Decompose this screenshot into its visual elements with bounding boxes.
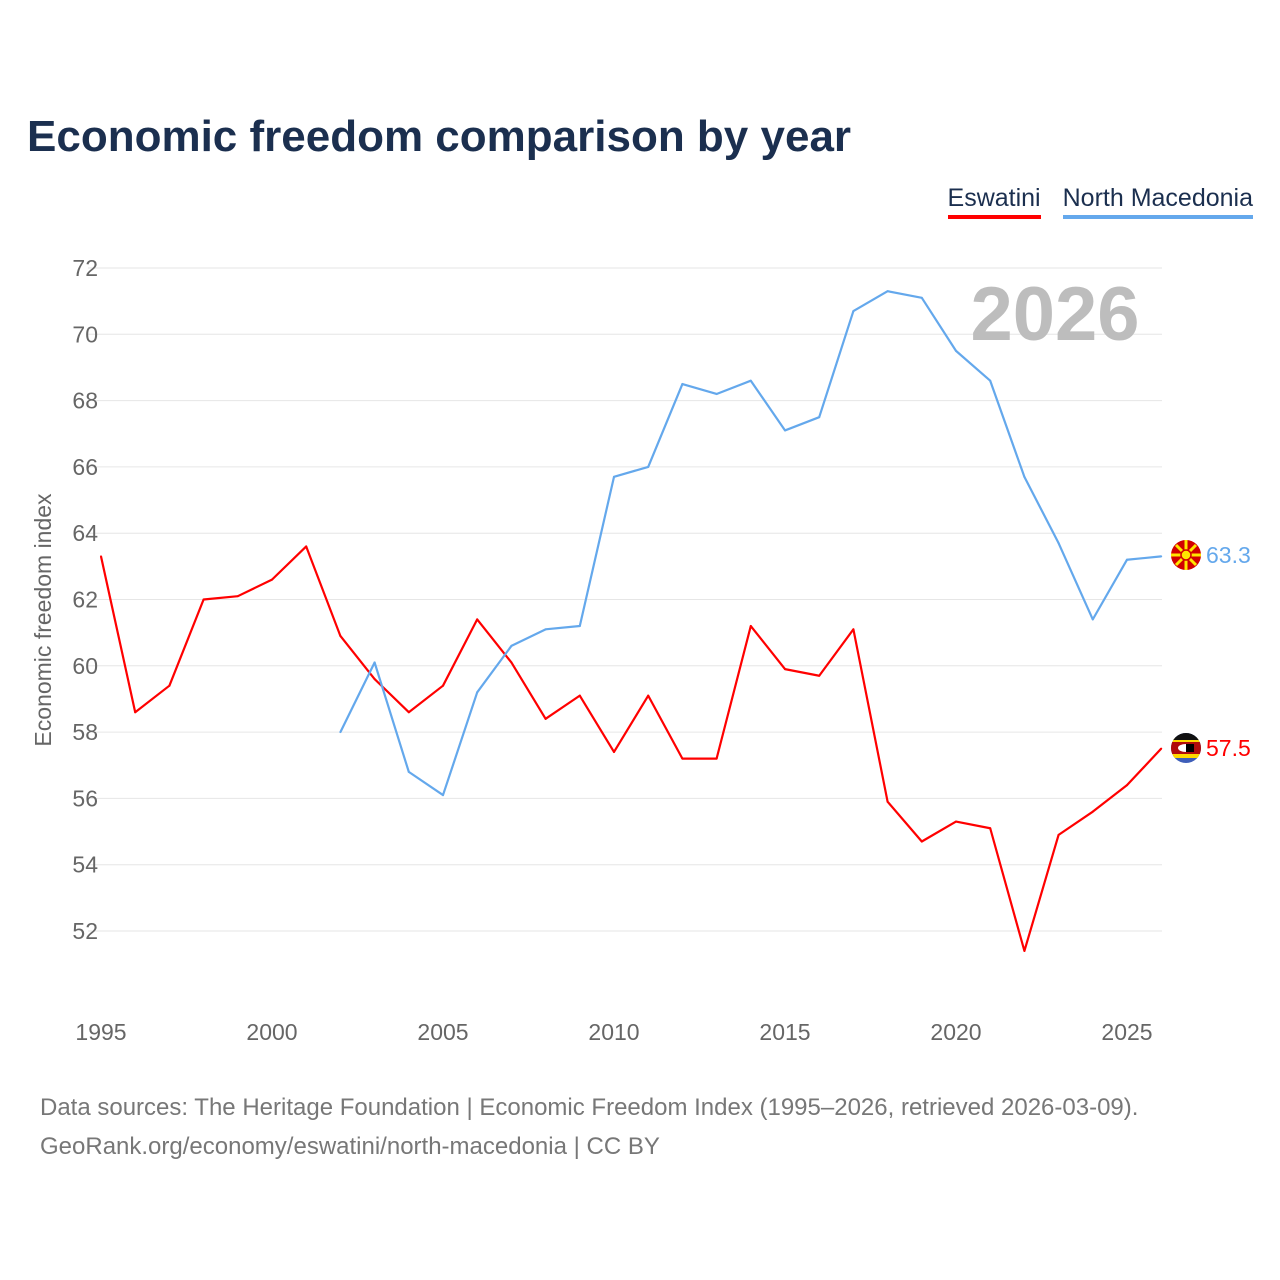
data-point — [442, 794, 444, 797]
data-point — [920, 296, 923, 299]
flag-eswatini-icon — [1171, 733, 1201, 763]
data-point — [955, 820, 957, 823]
y-tick-label: 64 — [72, 520, 98, 546]
chart-title: Economic freedom comparison by year — [27, 112, 852, 161]
legend-eswatini[interactable]: Eswatini — [947, 184, 1041, 219]
x-tick-label: 2000 — [246, 1019, 297, 1045]
data-point — [852, 310, 855, 313]
y-tick-label: 72 — [72, 255, 98, 281]
x-tick-label: 2010 — [588, 1019, 639, 1045]
data-point — [407, 770, 410, 773]
data-point — [373, 678, 376, 681]
data-point — [168, 684, 171, 687]
data-point — [271, 578, 273, 581]
x-tick-label: 2020 — [930, 1019, 981, 1045]
data-sources: Data sources: The Heritage Foundation | … — [40, 1088, 1138, 1166]
data-point — [510, 661, 513, 664]
data-point — [373, 661, 376, 664]
data-point — [920, 840, 923, 843]
data-point — [1160, 747, 1163, 750]
data-point — [442, 684, 444, 687]
data-point — [476, 618, 479, 621]
y-tick-label: 66 — [72, 454, 98, 480]
data-point — [955, 349, 957, 352]
sources-line-2[interactable]: GeoRank.org/economy/eswatini/north-maced… — [40, 1133, 660, 1160]
data-point — [339, 634, 342, 637]
data-point — [1057, 833, 1060, 836]
y-tick-label: 62 — [72, 587, 98, 613]
data-point — [1057, 542, 1060, 545]
data-point — [818, 416, 821, 419]
data-point — [476, 691, 479, 694]
data-point — [886, 290, 889, 293]
data-point — [578, 694, 581, 697]
data-point — [681, 383, 684, 386]
data-point — [1023, 475, 1026, 478]
data-point — [613, 475, 615, 478]
data-point — [1126, 784, 1128, 787]
data-point — [1091, 810, 1094, 813]
legend: Eswatini North Macedonia — [947, 184, 1253, 219]
data-point — [715, 757, 718, 760]
data-point — [818, 674, 821, 677]
y-tick-label: 68 — [72, 388, 98, 414]
end-label-north-macedonia: 63.3 — [1206, 542, 1251, 568]
end-label-eswatini: 57.5 — [1206, 735, 1251, 761]
y-tick-label: 58 — [72, 719, 98, 745]
legend-north-macedonia[interactable]: North Macedonia — [1062, 184, 1253, 219]
data-point — [339, 731, 342, 734]
data-point — [647, 694, 650, 697]
y-axis-label: Economic freedom index — [30, 493, 56, 747]
data-point — [784, 668, 786, 671]
data-point — [852, 628, 855, 631]
year-badge: 2026 — [970, 272, 1139, 357]
series-line-eswatini — [99, 545, 1163, 952]
data-point — [1023, 949, 1026, 952]
data-point — [647, 465, 650, 468]
data-point — [749, 625, 752, 628]
flag-north-macedonia-icon — [1171, 540, 1201, 570]
x-tick-label: 2015 — [759, 1019, 810, 1045]
y-tick-label: 70 — [72, 321, 98, 347]
data-point — [236, 595, 239, 598]
data-point — [886, 800, 889, 803]
data-point — [1160, 555, 1163, 558]
data-point — [989, 827, 992, 830]
data-point — [989, 379, 992, 382]
data-point — [715, 392, 718, 395]
data-point — [544, 628, 547, 631]
data-point — [613, 750, 615, 753]
data-point — [784, 429, 786, 432]
data-point — [305, 545, 308, 548]
sources-line-1: Data sources: The Heritage Foundation | … — [40, 1094, 1139, 1121]
data-point — [544, 717, 547, 720]
data-point — [100, 555, 102, 558]
data-point — [510, 644, 513, 647]
data-point — [1091, 618, 1094, 621]
series-line-north-macedonia — [339, 290, 1162, 797]
y-tick-label: 56 — [72, 785, 98, 811]
y-tick-label: 52 — [72, 918, 98, 944]
data-point — [578, 625, 581, 628]
x-tick-label: 1995 — [75, 1019, 126, 1045]
data-point — [681, 757, 684, 760]
y-tick-label: 54 — [72, 852, 98, 878]
data-point — [202, 598, 205, 601]
data-point — [749, 379, 752, 382]
y-tick-label: 60 — [72, 653, 98, 679]
x-tick-label: 2005 — [417, 1019, 468, 1045]
data-point — [1126, 558, 1128, 561]
data-point — [134, 711, 137, 714]
x-tick-label: 2025 — [1101, 1019, 1152, 1045]
data-point — [407, 711, 410, 714]
